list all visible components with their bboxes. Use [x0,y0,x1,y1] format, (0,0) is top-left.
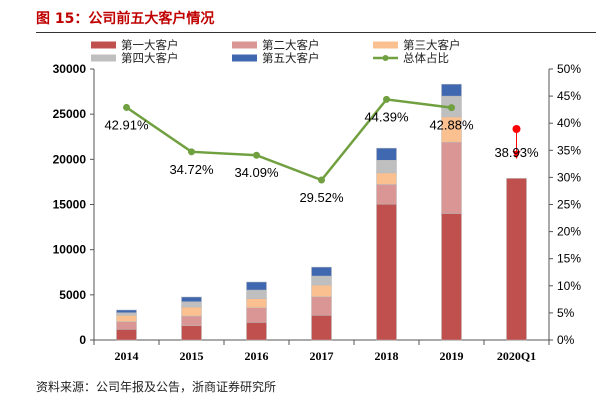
share-point [123,103,130,111]
share-label: 34.72% [169,162,214,177]
share-label: 42.91% [104,117,149,132]
bar-segment-5-2017 [311,266,332,277]
share-point [253,151,260,159]
share-point [318,176,325,184]
bar-segment-2-2015 [181,315,202,326]
legend-label: 第二大客户 [262,38,320,52]
marker-label: 38.93% [494,145,539,160]
bar-segment-3-2017 [311,284,332,297]
bar-segment-3-2018 [376,172,397,185]
bar-segment-2-2019 [441,141,462,214]
x-tick-label: 2014 [115,349,139,363]
x-tick-label: 2016 [245,349,269,363]
legend-swatch [232,41,257,49]
legend-label: 第一大客户 [121,38,179,52]
bar-segment-3-2015 [181,306,202,317]
x-tick-label: 2020Q1 [497,349,536,363]
x-tick-label: 2018 [375,349,399,363]
down-arrow-head-icon [512,150,521,159]
right-tick-label: 20% [557,225,581,239]
legend-marker [382,55,389,61]
legend-label: 第五大客户 [262,51,320,65]
share-label: 29.52% [299,190,344,205]
left-tick-label: 20000 [53,152,87,166]
bar-segment-1-2017 [311,315,332,341]
left-tick-label: 25000 [53,107,87,121]
share-point [448,104,455,112]
right-tick-label: 0% [557,333,575,347]
title-divider [36,32,596,33]
legend-label: 总体占比 [403,51,449,65]
bar-segment-1-2016 [246,322,267,341]
right-tick-label: 30% [557,170,581,184]
bar-segment-5-2019 [441,83,462,97]
legend-swatch [373,41,398,49]
bar-segment-1-2018 [376,203,397,341]
left-tick-label: 0 [79,333,86,347]
bar-segment-3-2016 [246,298,267,309]
bar-segment-4-2018 [376,159,397,174]
right-tick-label: 10% [557,279,581,293]
share-label: 42.88% [429,118,474,133]
right-tick-label: 5% [557,306,575,320]
bar-segment-2-2016 [246,307,267,323]
left-tick-label: 5000 [59,288,86,302]
bar-segment-5-2015 [181,296,202,302]
legend-swatch [232,54,257,62]
bar-segment-2-2018 [376,184,397,205]
bar-segment-2-2017 [311,296,332,316]
share-label: 34.09% [234,165,279,180]
left-tick-label: 30000 [53,62,87,76]
right-tick-label: 25% [557,198,581,212]
bar-segment-5-2018 [376,147,397,161]
legend-swatch [91,41,116,49]
right-tick-label: 45% [557,89,581,103]
x-tick-label: 2017 [310,349,334,363]
left-tick-label: 15000 [53,198,87,212]
share-label: 44.39% [364,109,409,124]
right-tick-label: 50% [557,62,581,76]
right-tick-label: 15% [557,252,581,266]
legend-label: 第四大客户 [121,51,179,65]
left-tick-label: 10000 [53,243,87,257]
share-point [188,148,195,156]
figure-title: 图 15：公司前五大客户情况 [36,11,215,27]
legend-swatch [91,54,116,62]
bar-segment-1-2014 [116,329,137,341]
bar-segment-2-2014 [116,321,137,330]
bar-segment-3-2014 [116,315,137,322]
share-line [125,98,452,182]
bar-segment-5-2014 [116,309,137,313]
x-tick-label: 2015 [180,349,204,363]
bar-segment-4-2015 [181,301,202,308]
x-tick-label: 2019 [440,349,464,363]
legend-label: 第三大客户 [403,38,461,52]
bar-segment-1-2019 [441,213,462,341]
bar-segment-1-2015 [181,325,202,341]
bar-segment-4-2017 [311,275,332,286]
source-note: 资料来源：公司年报及公告，浙商证券研究所 [36,380,277,394]
bar-segment-4-2014 [116,312,137,316]
right-tick-label: 35% [557,143,581,157]
red-marker-dot [512,124,521,133]
bar-segment-5-2016 [246,281,267,291]
bar-segment-4-2016 [246,289,267,299]
bar-segment-1-2020Q1 [506,178,527,341]
share-point [383,95,390,103]
right-tick-label: 40% [557,116,581,130]
